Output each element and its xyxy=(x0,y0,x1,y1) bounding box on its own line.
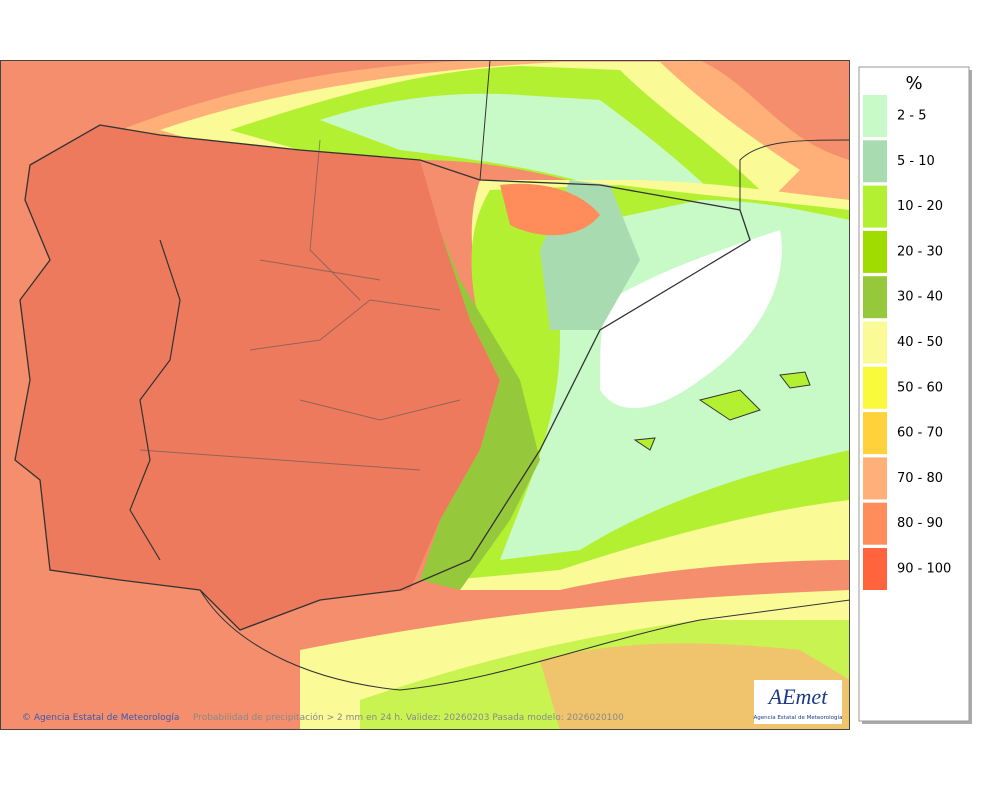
legend-label: 70 - 80 xyxy=(897,471,943,486)
legend-swatch xyxy=(863,230,887,273)
legend-label: 10 - 20 xyxy=(897,199,943,214)
logo-name: AEmet xyxy=(767,684,829,709)
prob-band xyxy=(420,230,540,590)
prob-band xyxy=(320,93,720,200)
legend-label: 80 - 90 xyxy=(897,516,943,531)
legend-label: 2 - 5 xyxy=(897,109,927,124)
legend-items: 2 - 5 5 - 10 10 - 20 20 - 30 30 - 40 40 - 50 5… xyxy=(863,95,951,590)
legend-swatch xyxy=(863,366,887,409)
legend-swatch xyxy=(863,185,887,228)
coastline xyxy=(199,589,850,691)
legend-swatch xyxy=(863,321,887,364)
legend-label: 40 - 50 xyxy=(897,335,943,350)
legend-swatch xyxy=(863,457,887,500)
coastline xyxy=(479,60,850,210)
land-high-prob xyxy=(15,125,500,630)
prob-band xyxy=(500,183,600,236)
legend-swatch xyxy=(863,140,887,183)
legend-swatch xyxy=(863,502,887,545)
legend-swatch xyxy=(863,276,887,319)
legend-label: 30 - 40 xyxy=(897,290,943,305)
caption: Probabilidad de precipitación > 2 mm en … xyxy=(193,712,624,723)
map-frame xyxy=(0,60,850,730)
legend-label: 50 - 60 xyxy=(897,380,943,395)
legend-label: 20 - 30 xyxy=(897,244,943,259)
border xyxy=(129,239,181,561)
legend-swatch xyxy=(863,412,887,455)
legend-label: 90 - 100 xyxy=(897,562,951,577)
region-borders xyxy=(139,139,461,471)
map: © Agencia Estatal de Meteorología Probab… xyxy=(0,60,850,730)
legend-title: % xyxy=(905,73,922,94)
coastline xyxy=(14,124,751,631)
logo-box xyxy=(754,680,842,724)
legend-swatch xyxy=(863,95,887,137)
legend-label: 5 - 10 xyxy=(897,154,935,169)
prob-band xyxy=(600,230,782,409)
logo-subtitle: Agencia Estatal de Meteorología xyxy=(754,714,843,721)
legend-swatch xyxy=(863,548,887,590)
credit: © Agencia Estatal de Meteorología xyxy=(22,713,179,723)
legend-label: 60 - 70 xyxy=(897,426,943,441)
islands xyxy=(633,371,811,451)
